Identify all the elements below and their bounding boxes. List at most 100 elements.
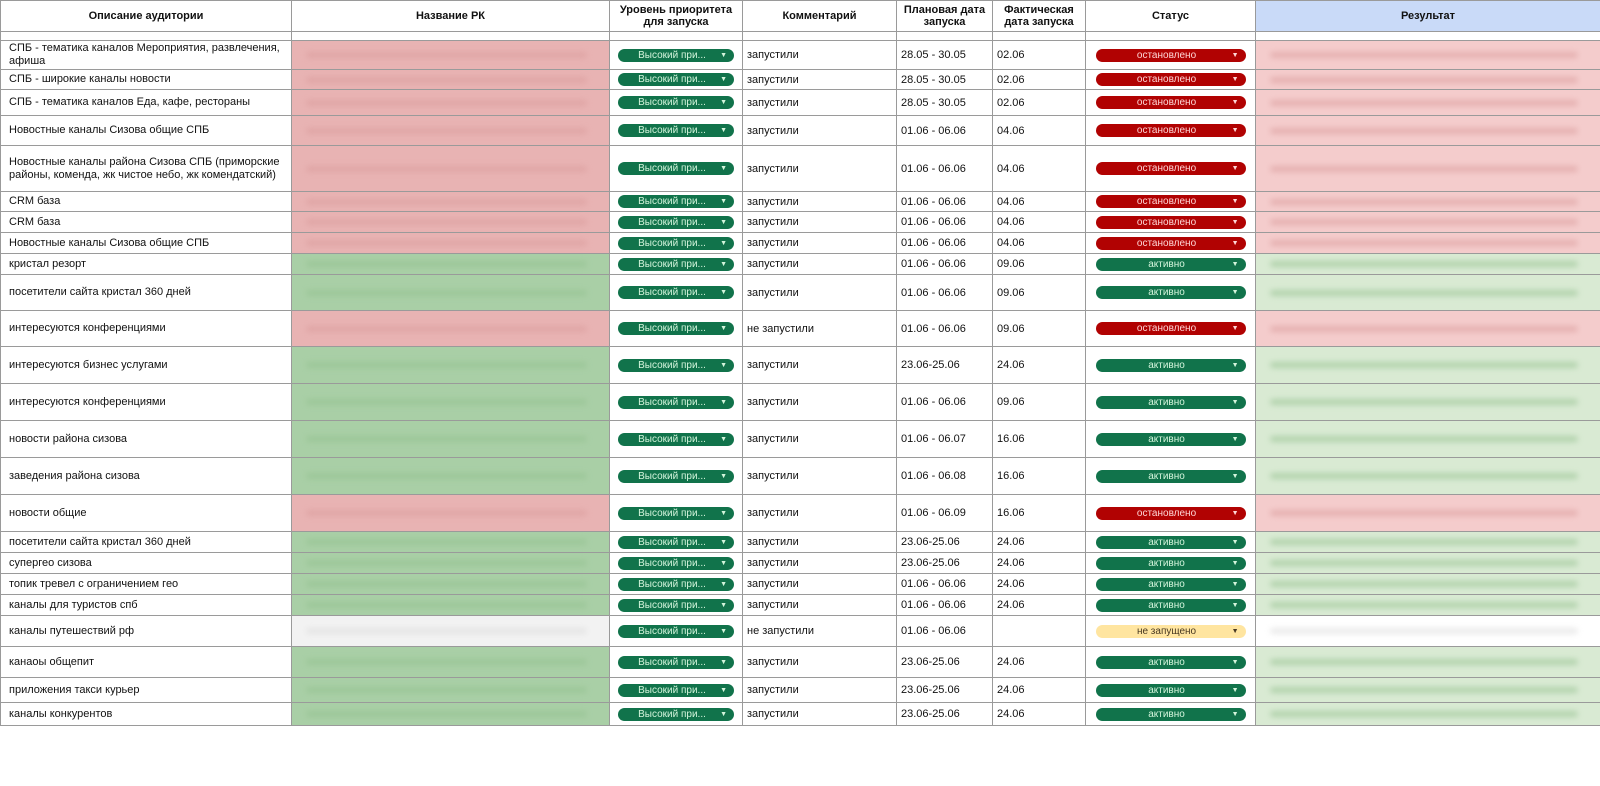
status-dropdown-chip[interactable]: остановлено ▼ <box>1095 195 1246 208</box>
status-dropdown-chip[interactable]: активно ▼ <box>1095 577 1246 591</box>
priority-dropdown-chip[interactable]: Высокий при... ▼ <box>618 124 734 137</box>
status-cell[interactable]: активно ▼ <box>1085 274 1256 311</box>
status-cell[interactable]: остановлено ▼ <box>1085 191 1256 212</box>
result-cell-redacted[interactable] <box>1255 702 1600 726</box>
comment-cell[interactable]: запустили <box>742 346 897 384</box>
actual-date-cell[interactable]: 24.06 <box>992 346 1086 384</box>
planned-date-cell[interactable]: 28.05 - 30.05 <box>896 89 993 116</box>
header-priority[interactable]: Уровень приоритета для запуска <box>609 0 743 32</box>
priority-dropdown-chip[interactable]: Высокий при... ▼ <box>618 469 734 483</box>
actual-date-cell[interactable]: 04.06 <box>992 115 1086 146</box>
priority-dropdown-chip[interactable]: Высокий при... ▼ <box>618 73 734 86</box>
planned-date-cell[interactable]: 01.06 - 06.06 <box>896 594 993 616</box>
audience-cell[interactable]: новости общие <box>0 494 292 532</box>
result-cell-redacted[interactable] <box>1255 253 1600 275</box>
audience-cell[interactable]: приложения такси курьер <box>0 677 292 703</box>
comment-cell[interactable]: запустили <box>742 232 897 254</box>
planned-date-cell[interactable]: 23.06-25.06 <box>896 552 993 574</box>
comment-cell[interactable]: запустили <box>742 646 897 678</box>
audience-cell[interactable]: Новостные каналы Сизова общие СПБ <box>0 232 292 254</box>
priority-dropdown-chip[interactable]: Высокий при... ▼ <box>618 195 734 208</box>
comment-cell[interactable]: не запустили <box>742 615 897 647</box>
audience-cell[interactable]: интересуются бизнес услугами <box>0 346 292 384</box>
result-cell-redacted[interactable] <box>1255 274 1600 311</box>
actual-date-cell[interactable]: 24.06 <box>992 677 1086 703</box>
priority-cell[interactable]: Высокий при... ▼ <box>609 457 743 495</box>
campaign-name-cell-redacted[interactable] <box>291 274 610 311</box>
status-dropdown-chip[interactable]: активно ▼ <box>1095 556 1246 570</box>
actual-date-cell[interactable]: 04.06 <box>992 191 1086 212</box>
campaign-name-cell-redacted[interactable] <box>291 145 610 192</box>
comment-cell[interactable]: запустили <box>742 115 897 146</box>
comment-cell[interactable]: запустили <box>742 677 897 703</box>
audience-cell[interactable]: СПБ - тематика каналов Мероприятия, разв… <box>0 40 292 70</box>
status-cell[interactable]: активно ▼ <box>1085 420 1256 458</box>
priority-dropdown-chip[interactable]: Высокий при... ▼ <box>618 707 734 721</box>
priority-dropdown-chip[interactable]: Высокий при... ▼ <box>618 96 734 109</box>
result-cell-redacted[interactable] <box>1255 646 1600 678</box>
priority-cell[interactable]: Высокий при... ▼ <box>609 420 743 458</box>
status-dropdown-chip[interactable]: активно ▼ <box>1095 469 1246 483</box>
priority-dropdown-chip[interactable]: Высокий при... ▼ <box>618 535 734 549</box>
campaign-name-cell-redacted[interactable] <box>291 69 610 90</box>
priority-dropdown-chip[interactable]: Высокий при... ▼ <box>618 624 734 638</box>
result-cell-redacted[interactable] <box>1255 573 1600 595</box>
result-cell-redacted[interactable] <box>1255 40 1600 70</box>
campaign-name-cell-redacted[interactable] <box>291 531 610 553</box>
audience-cell[interactable]: супергео сизова <box>0 552 292 574</box>
priority-cell[interactable]: Высокий при... ▼ <box>609 69 743 90</box>
campaign-name-cell-redacted[interactable] <box>291 232 610 254</box>
planned-date-cell[interactable]: 01.06 - 06.06 <box>896 232 993 254</box>
result-cell-redacted[interactable] <box>1255 346 1600 384</box>
comment-cell[interactable]: запустили <box>742 383 897 421</box>
actual-date-cell[interactable]: 09.06 <box>992 310 1086 347</box>
comment-cell[interactable]: запустили <box>742 552 897 574</box>
priority-cell[interactable]: Высокий при... ▼ <box>609 232 743 254</box>
status-cell[interactable]: остановлено ▼ <box>1085 310 1256 347</box>
campaign-name-cell-redacted[interactable] <box>291 420 610 458</box>
priority-cell[interactable]: Высокий при... ▼ <box>609 646 743 678</box>
comment-cell[interactable]: запустили <box>742 573 897 595</box>
planned-date-cell[interactable]: 23.06-25.06 <box>896 646 993 678</box>
status-cell[interactable]: активно ▼ <box>1085 594 1256 616</box>
status-cell[interactable]: остановлено ▼ <box>1085 89 1256 116</box>
status-cell[interactable]: активно ▼ <box>1085 646 1256 678</box>
priority-dropdown-chip[interactable]: Высокий при... ▼ <box>618 683 734 697</box>
planned-date-cell[interactable]: 28.05 - 30.05 <box>896 40 993 70</box>
comment-cell[interactable]: запустили <box>742 531 897 553</box>
audience-cell[interactable]: Новостные каналы Сизова общие СПБ <box>0 115 292 146</box>
result-cell-redacted[interactable] <box>1255 594 1600 616</box>
planned-date-cell[interactable]: 01.06 - 06.06 <box>896 115 993 146</box>
status-cell[interactable]: активно ▼ <box>1085 552 1256 574</box>
result-cell-redacted[interactable] <box>1255 145 1600 192</box>
status-cell[interactable]: не запущено ▼ <box>1085 615 1256 647</box>
actual-date-cell[interactable]: 24.06 <box>992 552 1086 574</box>
result-cell-redacted[interactable] <box>1255 191 1600 212</box>
planned-date-cell[interactable]: 01.06 - 06.06 <box>896 211 993 233</box>
priority-cell[interactable]: Высокий при... ▼ <box>609 615 743 647</box>
status-cell[interactable]: остановлено ▼ <box>1085 69 1256 90</box>
actual-date-cell[interactable]: 24.06 <box>992 594 1086 616</box>
actual-date-cell[interactable]: 24.06 <box>992 702 1086 726</box>
planned-date-cell[interactable]: 23.06-25.06 <box>896 531 993 553</box>
result-cell-redacted[interactable] <box>1255 69 1600 90</box>
status-dropdown-chip[interactable]: активно ▼ <box>1095 598 1246 612</box>
priority-dropdown-chip[interactable]: Высокий при... ▼ <box>618 236 734 250</box>
comment-cell[interactable]: запустили <box>742 274 897 311</box>
priority-cell[interactable]: Высокий при... ▼ <box>609 552 743 574</box>
priority-dropdown-chip[interactable]: Высокий при... ▼ <box>618 395 734 409</box>
comment-cell[interactable]: запустили <box>742 191 897 212</box>
priority-dropdown-chip[interactable]: Высокий при... ▼ <box>618 655 734 669</box>
result-cell-redacted[interactable] <box>1255 420 1600 458</box>
priority-cell[interactable]: Высокий при... ▼ <box>609 40 743 70</box>
status-cell[interactable]: активно ▼ <box>1085 346 1256 384</box>
campaign-name-cell-redacted[interactable] <box>291 115 610 146</box>
planned-date-cell[interactable]: 01.06 - 06.06 <box>896 145 993 192</box>
planned-date-cell[interactable]: 23.06-25.06 <box>896 346 993 384</box>
actual-date-cell[interactable]: 02.06 <box>992 40 1086 70</box>
campaign-name-cell-redacted[interactable] <box>291 594 610 616</box>
priority-cell[interactable]: Высокий при... ▼ <box>609 89 743 116</box>
priority-dropdown-chip[interactable]: Высокий при... ▼ <box>618 215 734 229</box>
planned-date-cell[interactable]: 01.06 - 06.06 <box>896 253 993 275</box>
result-cell-redacted[interactable] <box>1255 115 1600 146</box>
